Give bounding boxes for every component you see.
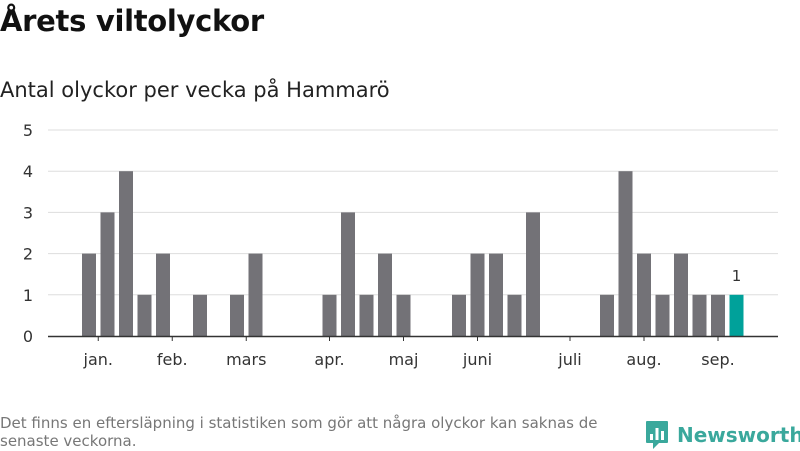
bar	[230, 294, 244, 336]
bar	[322, 294, 337, 336]
y-axis-ticks: 0 1 2 3 4 5	[23, 121, 33, 346]
bar-chart: 0 1 2 3 4 5 1 jan. feb. mars apr. maj juni juli aug.…	[23, 121, 778, 369]
bar	[359, 294, 374, 336]
bar	[637, 253, 651, 336]
data-label: 1	[732, 267, 742, 285]
x-axis-ticks: jan. feb. mars apr. maj juni juli aug. sep.	[83, 336, 735, 369]
bar	[618, 171, 633, 336]
bars: 1	[82, 171, 744, 336]
y-tick-label: 4	[23, 162, 33, 181]
bar	[674, 253, 688, 336]
x-tick-label: sep.	[701, 350, 734, 369]
bar	[119, 171, 133, 336]
chart-title: Årets viltolyckor	[0, 4, 264, 38]
y-tick-label: 3	[23, 203, 33, 222]
bar	[526, 212, 540, 336]
bar	[600, 294, 614, 336]
x-tick-label: maj	[389, 350, 419, 369]
bar	[396, 294, 411, 336]
bar	[341, 212, 355, 336]
bar	[470, 253, 485, 336]
bar	[711, 294, 725, 336]
bar	[100, 212, 115, 336]
x-tick-label: apr.	[314, 350, 344, 369]
x-tick-label: juli	[557, 350, 581, 369]
bar	[655, 294, 670, 336]
bar	[378, 253, 392, 336]
bar	[137, 294, 152, 336]
bar-chart-logo-icon	[646, 421, 668, 449]
footnote: Det finns en eftersläpning i statistiken…	[0, 414, 598, 450]
y-tick-label: 2	[23, 245, 33, 264]
bar	[82, 253, 96, 336]
x-tick-label: aug.	[626, 350, 661, 369]
x-tick-label: juni	[462, 350, 492, 369]
brand-name: Newsworthy	[677, 423, 800, 447]
highlight-bar	[729, 294, 744, 336]
bar	[489, 253, 503, 336]
bar	[193, 294, 207, 336]
chart-subtitle: Antal olyckor per vecka på Hammarö	[0, 78, 390, 102]
bar	[692, 294, 707, 336]
y-tick-label: 0	[23, 327, 33, 346]
bar	[507, 294, 522, 336]
y-tick-label: 5	[23, 121, 33, 140]
bar	[452, 294, 466, 336]
y-tick-label: 1	[23, 286, 33, 305]
bar	[156, 253, 170, 336]
newsworthy-logo[interactable]: Newsworthy	[645, 419, 800, 451]
x-tick-label: mars	[226, 350, 266, 369]
x-tick-label: feb.	[157, 350, 188, 369]
x-tick-label: jan.	[83, 350, 113, 369]
bar	[248, 253, 263, 336]
